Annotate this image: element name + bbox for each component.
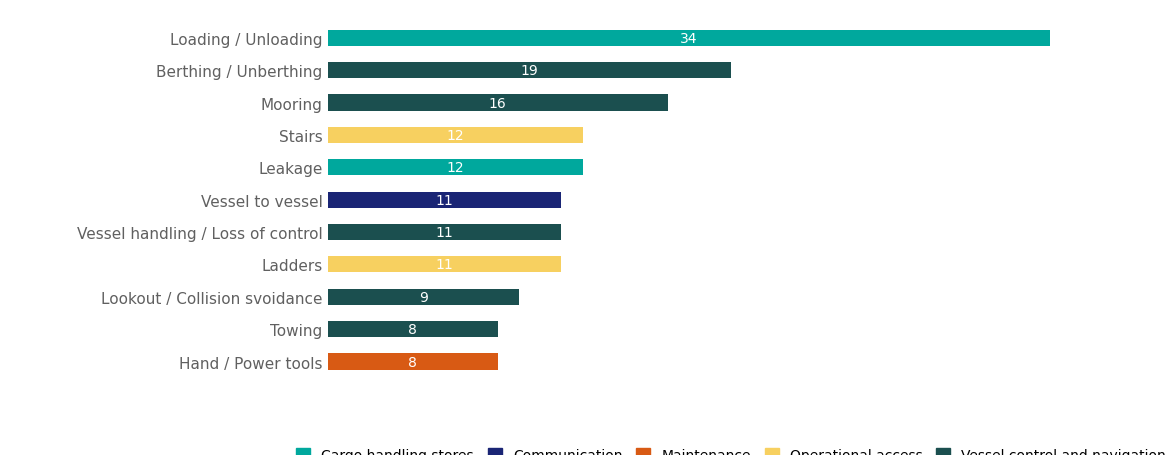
Bar: [328, 224, 562, 241]
Bar: [328, 192, 562, 208]
Bar: [328, 354, 497, 370]
Bar: [328, 30, 1049, 47]
Text: 9: 9: [419, 290, 428, 304]
Bar: [328, 127, 583, 144]
Text: 11: 11: [435, 258, 453, 272]
Bar: [328, 63, 731, 79]
Bar: [328, 257, 562, 273]
Bar: [328, 95, 668, 111]
Text: 8: 8: [408, 355, 417, 369]
Text: 8: 8: [408, 323, 417, 336]
Text: 12: 12: [446, 129, 463, 142]
Text: 19: 19: [521, 64, 538, 78]
Bar: [328, 289, 518, 305]
Text: 11: 11: [435, 193, 453, 207]
Text: 12: 12: [446, 161, 463, 175]
Bar: [328, 160, 583, 176]
Text: 11: 11: [435, 226, 453, 239]
Text: 16: 16: [489, 96, 507, 110]
Bar: [328, 321, 497, 338]
Text: 34: 34: [680, 32, 697, 46]
Legend: Cargo handling stores, Communication, Maintenance, Operational access, Vessel co: Cargo handling stores, Communication, Ma…: [296, 448, 1166, 455]
